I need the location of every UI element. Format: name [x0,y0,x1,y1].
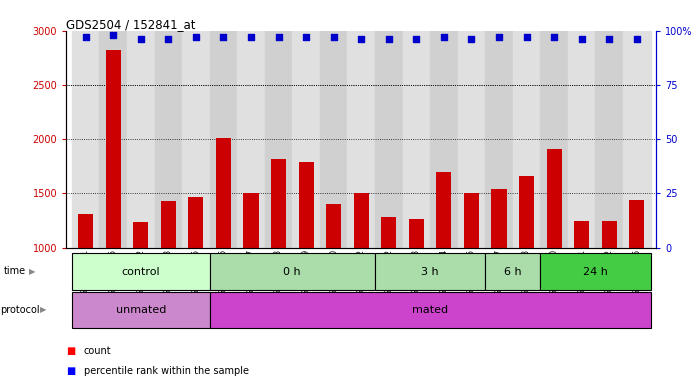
Bar [568,31,595,248]
Bar [491,189,507,356]
Bar [519,176,534,356]
Bar [348,31,375,248]
Point [218,34,229,40]
Text: ▶: ▶ [29,267,36,276]
Point [356,36,367,43]
Bar [265,31,292,248]
Text: 3 h: 3 h [422,266,439,277]
Bar [540,31,568,248]
Bar [188,197,203,356]
Text: 24 h: 24 h [583,266,608,277]
Text: mated: mated [412,305,448,315]
Bar [513,31,540,248]
Bar [209,31,237,248]
Bar [99,31,127,248]
Point [466,36,477,43]
Bar [574,220,589,356]
Bar [630,200,644,356]
Bar [381,217,396,356]
Bar [105,50,121,356]
Bar [623,31,651,248]
Point [107,32,119,38]
Bar [320,31,348,248]
Bar [72,253,209,290]
Text: percentile rank within the sample: percentile rank within the sample [84,366,248,376]
Point [246,34,257,40]
Bar [547,149,562,356]
Text: GDS2504 / 152841_at: GDS2504 / 152841_at [66,18,196,31]
Bar [595,31,623,248]
Bar [154,31,182,248]
Bar [216,138,231,356]
Bar [182,31,209,248]
Bar [78,214,93,356]
Bar [430,31,458,248]
Bar [127,31,154,248]
Bar [540,253,651,290]
Text: count: count [84,346,112,356]
Bar [72,31,99,248]
Bar [292,31,320,248]
Bar [485,253,540,290]
Bar [237,31,265,248]
Point [191,34,202,40]
Bar [161,201,176,356]
Point [604,36,615,43]
Text: unmated: unmated [116,305,166,315]
Text: protocol: protocol [0,305,40,315]
Bar [602,220,617,356]
Point [549,34,560,40]
Text: ■: ■ [66,346,75,356]
Bar [485,31,513,248]
Bar [375,253,485,290]
Bar [72,292,209,328]
Bar [375,31,403,248]
Bar [354,194,369,356]
Bar [326,204,341,356]
Point [383,36,394,43]
Point [438,34,450,40]
Point [328,34,339,40]
Point [493,34,505,40]
Text: 6 h: 6 h [504,266,521,277]
Point [631,36,642,43]
Point [80,34,91,40]
Bar [458,31,485,248]
Bar [244,194,258,356]
Text: ■: ■ [66,366,75,376]
Bar [403,31,430,248]
Point [301,34,312,40]
Point [135,36,147,43]
Bar [409,220,424,356]
Point [521,34,532,40]
Point [576,36,587,43]
Text: 0 h: 0 h [283,266,301,277]
Text: ▶: ▶ [40,305,46,314]
Bar [133,222,148,356]
Bar [271,159,286,356]
Point [163,36,174,43]
Point [410,36,422,43]
Bar [464,194,479,356]
Bar [209,292,651,328]
Text: control: control [121,266,160,277]
Bar [436,172,452,356]
Bar [209,253,375,290]
Point [273,34,284,40]
Text: time: time [3,266,26,276]
Bar [299,162,313,356]
